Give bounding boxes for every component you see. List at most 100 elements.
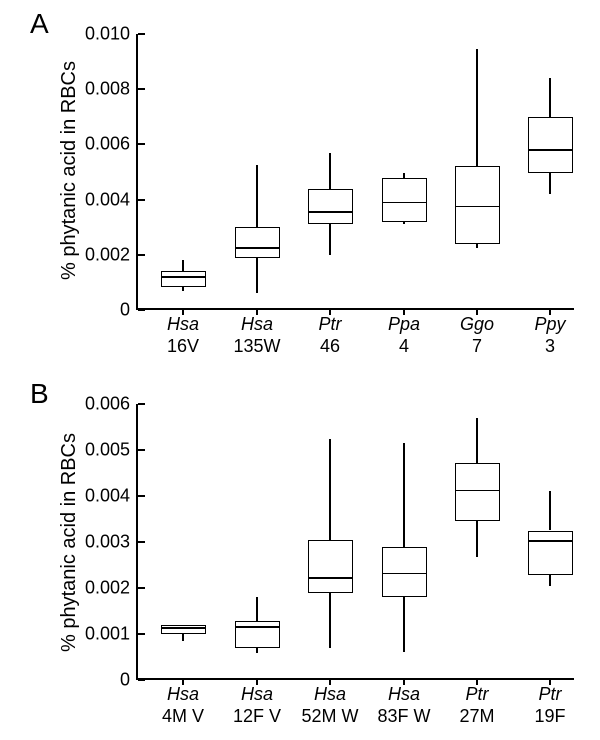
box	[161, 271, 206, 286]
count-label: 16V	[143, 336, 223, 358]
count-label: 4M V	[143, 706, 223, 728]
whisker-lower	[329, 593, 331, 648]
ytick-label: 0.010	[85, 24, 130, 45]
whisker-upper	[329, 153, 331, 189]
ytick-mark	[138, 143, 145, 145]
species-label: Hsa	[290, 684, 370, 706]
whisker-upper	[549, 491, 551, 530]
x-category-label: Hsa16V	[143, 308, 223, 357]
x-category-label: Hsa52M W	[290, 678, 370, 727]
species-label: Hsa	[143, 314, 223, 336]
whisker-lower	[403, 597, 405, 652]
whisker-lower	[549, 173, 551, 194]
x-category-label: Hsa135W	[217, 308, 297, 357]
median-line	[382, 202, 427, 204]
median-line	[161, 276, 206, 278]
x-category-label: Ptr46	[290, 308, 370, 357]
whisker-lower	[256, 648, 258, 654]
x-category-label: Ptr19F	[510, 678, 590, 727]
ytick-mark	[138, 633, 145, 635]
median-line	[528, 149, 573, 151]
x-category-label: Ggo7	[437, 308, 517, 357]
ytick-label: 0.003	[85, 532, 130, 553]
ytick-label: 0.001	[85, 624, 130, 645]
whisker-lower	[476, 521, 478, 556]
x-category-label: Hsa4M V	[143, 678, 223, 727]
ytick-label: 0.004	[85, 189, 130, 210]
panel-label-b: B	[30, 378, 49, 410]
ytick-label: 0.006	[85, 134, 130, 155]
whisker-lower	[182, 634, 184, 641]
median-line	[455, 490, 500, 492]
ytick-label: 0	[120, 300, 130, 321]
figure: A 00.0020.0040.0060.0080.010Hsa16VHsa135W…	[0, 0, 600, 740]
ytick-mark	[138, 449, 145, 451]
count-label: 7	[437, 336, 517, 358]
whisker-lower	[182, 287, 184, 291]
count-label: 3	[510, 336, 590, 358]
ytick-mark	[138, 199, 145, 201]
species-label: Ggo	[437, 314, 517, 336]
ytick-label: 0.002	[85, 578, 130, 599]
plot-area-b: 00.0010.0020.0030.0040.0050.006Hsa4M VHs…	[136, 404, 574, 680]
whisker-upper	[182, 260, 184, 271]
ytick-label: 0.006	[85, 394, 130, 415]
ytick-mark	[138, 495, 145, 497]
species-label: Hsa	[143, 684, 223, 706]
species-label: Ptr	[290, 314, 370, 336]
box	[161, 625, 206, 634]
box	[455, 463, 500, 521]
x-category-label: Ppa4	[364, 308, 444, 357]
box	[308, 540, 353, 593]
x-category-label: Ppy3	[510, 308, 590, 357]
median-line	[308, 211, 353, 213]
median-line	[235, 247, 280, 249]
median-line	[382, 573, 427, 575]
count-label: 12F V	[217, 706, 297, 728]
box	[235, 227, 280, 257]
ytick-mark	[138, 587, 145, 589]
whisker-upper	[256, 165, 258, 227]
ytick-label: 0	[120, 670, 130, 691]
box	[382, 178, 427, 222]
whisker-lower	[403, 222, 405, 225]
ytick-mark	[138, 33, 145, 35]
whisker-lower	[256, 258, 258, 294]
box	[528, 117, 573, 174]
whisker-upper	[256, 597, 258, 621]
species-label: Ptr	[437, 684, 517, 706]
ytick-mark	[138, 541, 145, 543]
median-line	[528, 540, 573, 542]
species-label: Hsa	[217, 314, 297, 336]
x-category-label: Hsa83F W	[364, 678, 444, 727]
x-category-label: Hsa12F V	[217, 678, 297, 727]
whisker-lower	[549, 575, 551, 586]
whisker-lower	[329, 224, 331, 254]
count-label: 46	[290, 336, 370, 358]
whisker-upper	[329, 439, 331, 540]
x-category-label: Ptr27M	[437, 678, 517, 727]
species-label: Hsa	[217, 684, 297, 706]
median-line	[235, 626, 280, 628]
ytick-mark	[138, 403, 145, 405]
whisker-upper	[476, 49, 478, 166]
whisker-upper	[403, 443, 405, 547]
count-label: 135W	[217, 336, 297, 358]
species-label: Hsa	[364, 684, 444, 706]
y-axis-label-b: % phytanic acid in RBCs	[58, 433, 81, 652]
plot-area-a: 00.0020.0040.0060.0080.010Hsa16VHsa135WP…	[136, 34, 574, 310]
y-axis-label-a: % phytanic acid in RBCs	[58, 61, 81, 280]
count-label: 27M	[437, 706, 517, 728]
median-line	[455, 206, 500, 208]
ytick-mark	[138, 254, 145, 256]
median-line	[308, 577, 353, 579]
box	[528, 531, 573, 576]
species-label: Ppy	[510, 314, 590, 336]
box	[308, 189, 353, 225]
count-label: 52M W	[290, 706, 370, 728]
species-label: Ppa	[364, 314, 444, 336]
ytick-label: 0.005	[85, 440, 130, 461]
count-label: 83F W	[364, 706, 444, 728]
whisker-upper	[476, 418, 478, 463]
panel-label-a: A	[30, 8, 49, 40]
